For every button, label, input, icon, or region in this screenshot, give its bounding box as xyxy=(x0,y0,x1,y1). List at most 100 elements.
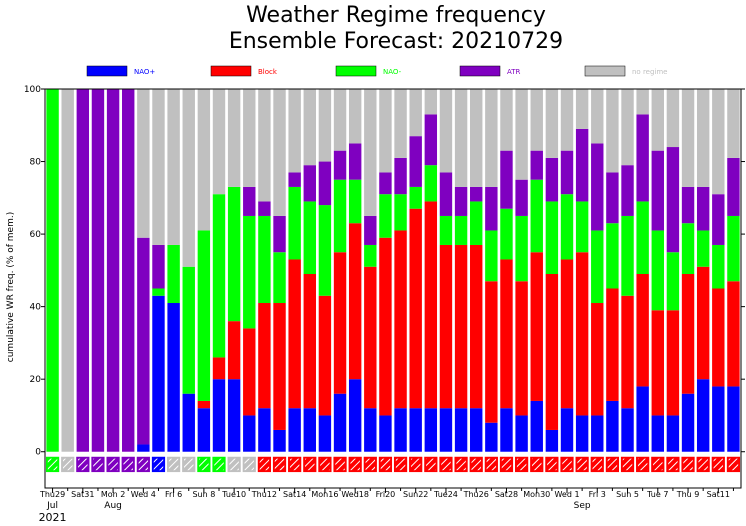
bar-segment-block xyxy=(651,310,664,416)
strip-hatch xyxy=(653,458,663,471)
x-tick-label: Sat11 xyxy=(707,490,730,499)
strip-hatch xyxy=(62,458,73,471)
bar-segment-atr xyxy=(152,244,165,289)
bar-segment-no-regime xyxy=(379,89,392,173)
bar-segment-nao- xyxy=(152,295,165,452)
bar-segment-block xyxy=(273,303,286,430)
bar-segment-no-regime xyxy=(364,89,377,216)
bar-segment-no-regime xyxy=(696,89,710,187)
bar-segment-nao- xyxy=(454,408,468,452)
x-tick-label: Sun22 xyxy=(403,490,428,499)
legend-swatch-nao- xyxy=(335,65,377,77)
bar-segment-atr xyxy=(243,186,256,216)
bar-segment-no-regime xyxy=(394,89,407,158)
x-tick-label: Tue10 xyxy=(221,490,246,499)
bar-segment-no-regime xyxy=(137,89,150,238)
legend-label-block: Block xyxy=(258,68,278,76)
bar-segment-block xyxy=(243,328,256,416)
bar-segment-no-regime xyxy=(303,89,316,166)
strip-hatch xyxy=(637,458,648,471)
y-tick-label: 100 xyxy=(24,85,41,95)
bar-segment-nao- xyxy=(409,186,422,209)
y-tick-label: 80 xyxy=(30,158,42,168)
bar-segment-nao- xyxy=(470,201,483,245)
x-tick-label: Tue24 xyxy=(433,490,458,499)
strip-hatch xyxy=(516,458,527,471)
bar-segment-atr xyxy=(394,157,407,195)
bar-segment-no-regime xyxy=(318,89,332,162)
bar-segment-nao- xyxy=(182,266,195,394)
month-label: Aug xyxy=(104,501,122,511)
bar-segment-block xyxy=(485,281,498,423)
legend-label-atr: ATR xyxy=(507,68,521,76)
bar-segment-nao- xyxy=(575,415,589,452)
bar-segment-nao- xyxy=(212,194,226,358)
bar-segment-atr xyxy=(485,186,498,231)
bar-segment-nao- xyxy=(666,415,680,452)
bar-segment-no-regime xyxy=(727,89,740,158)
bar-segment-nao- xyxy=(575,201,589,253)
bar-segment-atr xyxy=(333,150,347,180)
bar-segment-nao- xyxy=(303,201,316,274)
bar-segment-no-regime xyxy=(333,89,347,151)
x-tick-label: Mon16 xyxy=(311,490,338,499)
legend-label-no-regime: no regime xyxy=(632,68,668,76)
bar-segment-nao- xyxy=(636,201,649,274)
bar-segment-block xyxy=(560,259,574,409)
bar-segment-nao- xyxy=(258,215,271,303)
bar-segment-nao- xyxy=(621,408,634,452)
bar-segment-nao- xyxy=(379,194,392,238)
strip-hatch xyxy=(501,458,512,471)
bar-segment-no-regime xyxy=(545,89,559,158)
x-tick-label: Thu29 xyxy=(39,490,65,499)
strip-hatch xyxy=(668,458,678,471)
bar-segment-nao- xyxy=(712,244,725,289)
legend-swatch-nao- xyxy=(86,65,128,77)
bar-segment-atr xyxy=(137,237,150,445)
bar-segment-block xyxy=(515,281,528,416)
x-tick-label: Sat28 xyxy=(495,490,518,499)
x-tick-label: Thu 9 xyxy=(676,490,700,499)
bar-segment-no-regime xyxy=(348,89,362,144)
bar-segment-block xyxy=(333,252,347,394)
bar-segment-atr xyxy=(273,215,286,253)
bar-segment-block xyxy=(454,244,468,409)
bar-segment-nao- xyxy=(212,379,226,452)
bar-segment-atr xyxy=(258,201,271,216)
bar-segment-nao- xyxy=(273,252,286,304)
x-tick-label: Sun 5 xyxy=(616,490,639,499)
bar-segment-no-regime xyxy=(636,89,649,115)
bar-segment-nao- xyxy=(454,215,468,245)
bar-segment-no-regime xyxy=(212,89,226,195)
bar-segment-atr xyxy=(500,150,513,209)
bar-segment-nao- xyxy=(545,201,559,274)
bar-segment-atr xyxy=(122,89,135,452)
x-tick-label: Thu12 xyxy=(251,490,277,499)
bars-layer xyxy=(46,89,740,452)
bar-segment-nao- xyxy=(681,223,695,274)
strip-hatch xyxy=(274,458,285,471)
bar-segment-nao- xyxy=(167,303,180,452)
y-tick-label: 0 xyxy=(35,448,41,458)
bar-segment-nao- xyxy=(606,400,619,452)
legend-label-nao-: NAO+ xyxy=(134,68,155,76)
bar-segment-block xyxy=(636,273,649,387)
strip-hatch xyxy=(289,458,300,471)
strip-hatch xyxy=(713,458,724,471)
strip-hatch xyxy=(153,458,164,471)
bar-segment-no-regime xyxy=(409,89,422,137)
bar-segment-nao- xyxy=(560,194,574,260)
bar-segment-no-regime xyxy=(606,89,619,173)
strip-hatch xyxy=(607,458,618,471)
bar-segment-nao- xyxy=(288,186,301,260)
bar-segment-block xyxy=(727,281,740,387)
bar-segment-no-regime xyxy=(197,89,211,231)
bar-segment-nao- xyxy=(364,408,377,452)
bar-segment-block xyxy=(500,259,513,409)
bar-segment-atr xyxy=(575,128,589,202)
bar-segment-atr xyxy=(91,89,105,452)
bar-segment-block xyxy=(258,303,271,409)
y-axis: 0 20 40 60 80 100 xyxy=(24,85,745,458)
bar-segment-atr xyxy=(439,172,453,216)
